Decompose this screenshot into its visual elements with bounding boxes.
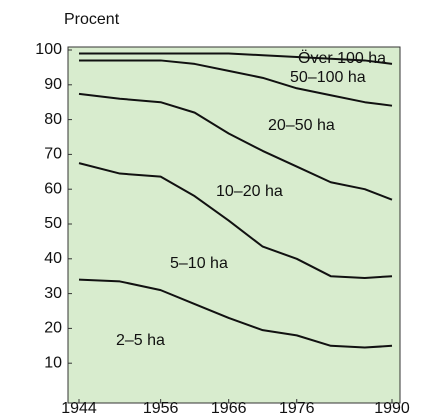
line (79, 52, 393, 65)
y-tick-label: 100 (35, 41, 62, 58)
y-tick-label: 80 (44, 111, 62, 128)
y-tick-label: 90 (44, 76, 62, 93)
x-tick-label: 1966 (211, 400, 247, 417)
y-tick-label: 50 (44, 215, 62, 232)
annotation: 5–10 ha (170, 255, 228, 272)
x-tick-label: 1944 (61, 400, 97, 417)
line (78, 278, 393, 349)
y-tick-label: 60 (44, 180, 62, 197)
y-axis-label: Procent (64, 11, 120, 28)
line (79, 59, 393, 107)
annotation: 10–20 ha (216, 183, 283, 200)
annotation: 50–100 ha (290, 69, 366, 86)
annotation: Över 100 ha (298, 49, 386, 67)
y-tick-label: 10 (44, 354, 62, 371)
y-tick-label: 30 (44, 285, 62, 302)
annotation: 20–50 ha (268, 117, 335, 134)
line (78, 92, 393, 201)
y-tick-label: 40 (44, 250, 62, 267)
line (78, 162, 393, 279)
x-tick-label: 1956 (143, 400, 179, 417)
annotation: 2–5 ha (116, 332, 165, 349)
y-tick-label: 20 (44, 320, 62, 337)
x-tick-label: 1976 (279, 400, 315, 417)
x-tick-label: 1990 (374, 400, 410, 417)
y-tick-label: 70 (44, 146, 62, 163)
